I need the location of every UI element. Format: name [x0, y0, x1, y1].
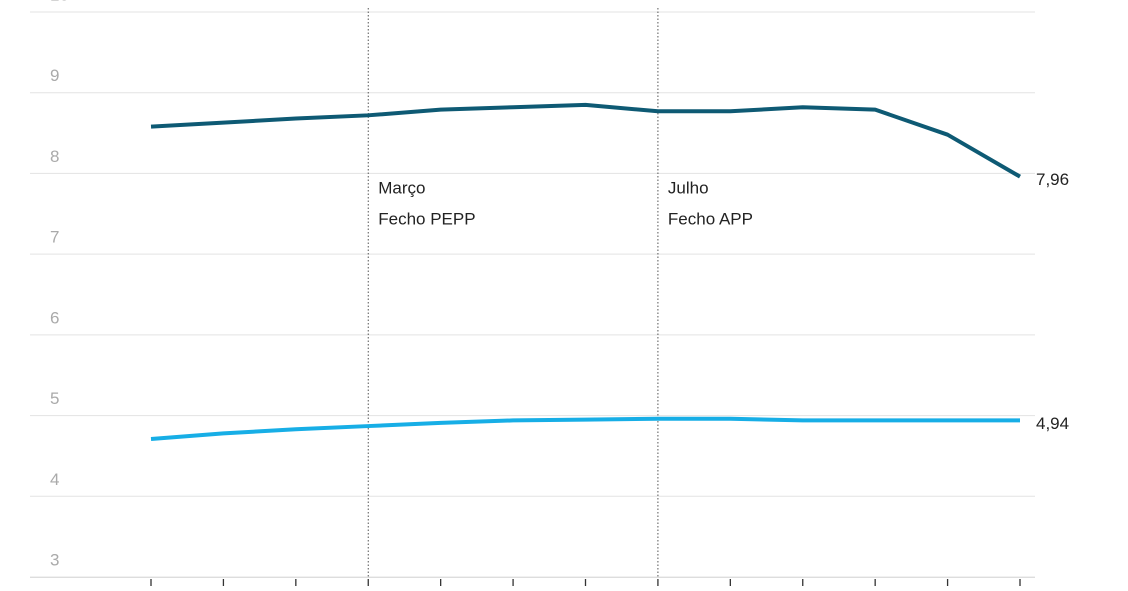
y-tick-label: 4	[50, 470, 59, 489]
y-tick-label: 7	[50, 228, 59, 247]
annotation-text: Fecho PEPP	[378, 209, 475, 228]
y-tick-label: 3	[50, 550, 59, 569]
y-tick-label: 8	[50, 147, 59, 166]
y-tick-label: 10	[50, 0, 69, 4]
value-label: 4,94	[1036, 414, 1069, 433]
value-label: 7,96	[1036, 170, 1069, 189]
line-series	[150, 102, 1022, 179]
annotation-text: Fecho APP	[668, 209, 753, 228]
annotation-text: Março	[378, 178, 425, 197]
line-series	[150, 416, 1020, 441]
y-tick-label: 6	[50, 308, 59, 327]
y-tick-label: 5	[50, 389, 59, 408]
y-tick-label: 9	[50, 66, 59, 85]
annotation-text: Julho	[668, 178, 709, 197]
